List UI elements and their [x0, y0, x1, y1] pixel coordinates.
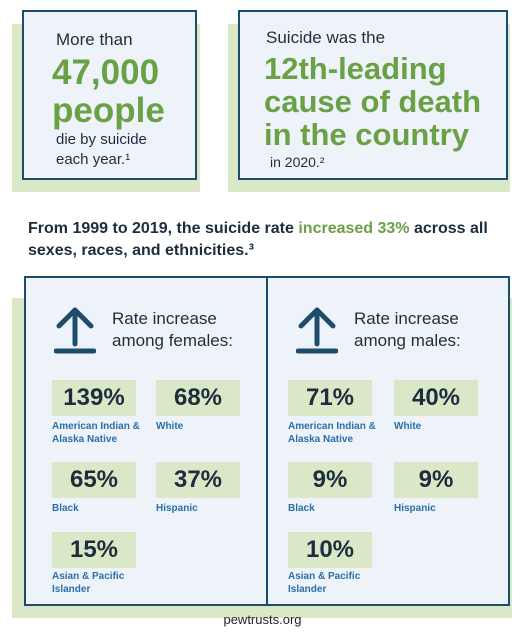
females-panel: Rate increase among females: 139% Americ…: [24, 276, 268, 606]
stat-label: Asian & Pacific Islander: [288, 571, 361, 595]
card-text: Suicide was the: [266, 28, 386, 47]
stat-label: Asian & Pacific Islander: [52, 571, 125, 595]
stat-value: 139%: [52, 380, 136, 416]
stat-value: 10%: [288, 532, 372, 568]
stat-value: 65%: [52, 462, 136, 498]
stat-label: Black: [288, 503, 315, 514]
stat-value: 68%: [156, 380, 240, 416]
intro-highlight: increased 33%: [298, 220, 410, 237]
card-text: die by suicide each year.¹: [56, 130, 147, 170]
stat-number: 47,000 people: [52, 54, 165, 130]
stat-rank: 12th-leading cause of death in the count…: [264, 52, 481, 151]
stat-value: 9%: [288, 462, 372, 498]
intro-text: From 1999 to 2019, the suicide rate incr…: [28, 218, 508, 262]
stat-value: 9%: [394, 462, 478, 498]
card-text-line: die by suicide: [56, 131, 147, 148]
source-footer: pewtrusts.org: [223, 612, 302, 627]
stat-label: Hispanic: [394, 503, 436, 514]
stat-value: 71%: [288, 380, 372, 416]
stat-label: Hispanic: [156, 503, 198, 514]
intro-part: across all sexes, races, and ethnicities…: [28, 220, 488, 259]
stat-label: Black: [52, 503, 79, 514]
panel-title-line: Rate increase: [354, 309, 459, 328]
panel-title: Rate increase among males:: [354, 308, 461, 352]
card-text: More than: [56, 30, 133, 49]
males-panel: Rate increase among males: 71% American …: [266, 276, 510, 606]
stat-label: White: [156, 421, 184, 432]
intro-part: From 1999 to 2019, the suicide rate: [28, 220, 299, 237]
arrow-up-icon: [296, 307, 338, 354]
leading-cause-card: Suicide was the 12th-leading cause of de…: [238, 10, 508, 180]
stat-value: 37%: [156, 462, 240, 498]
deaths-per-year-card: More than 47,000 people die by suicide e…: [22, 10, 197, 180]
stat-unit: people: [52, 91, 165, 130]
stat-value: 15%: [52, 532, 136, 568]
panel-title-line: Rate increase: [112, 309, 217, 328]
stat-label: American Indian & Alaska Native: [288, 421, 376, 445]
stat-label: American Indian & Alaska Native: [52, 421, 140, 445]
arrow-up-icon: [54, 307, 96, 354]
stat-label: White: [394, 421, 422, 432]
panel-title: Rate increase among females:: [112, 308, 233, 352]
panel-title-line: among females:: [112, 331, 233, 350]
stat-line: in the country: [264, 117, 469, 152]
stat-value: 40%: [394, 380, 478, 416]
card-text: in 2020.²: [270, 154, 325, 170]
panel-title-line: among males:: [354, 331, 461, 350]
stat-line: 12th-leading: [264, 51, 447, 86]
stat-line: cause of death: [264, 84, 482, 119]
card-text-line: each year.¹: [56, 151, 131, 168]
stat-value: 47,000: [52, 53, 160, 92]
